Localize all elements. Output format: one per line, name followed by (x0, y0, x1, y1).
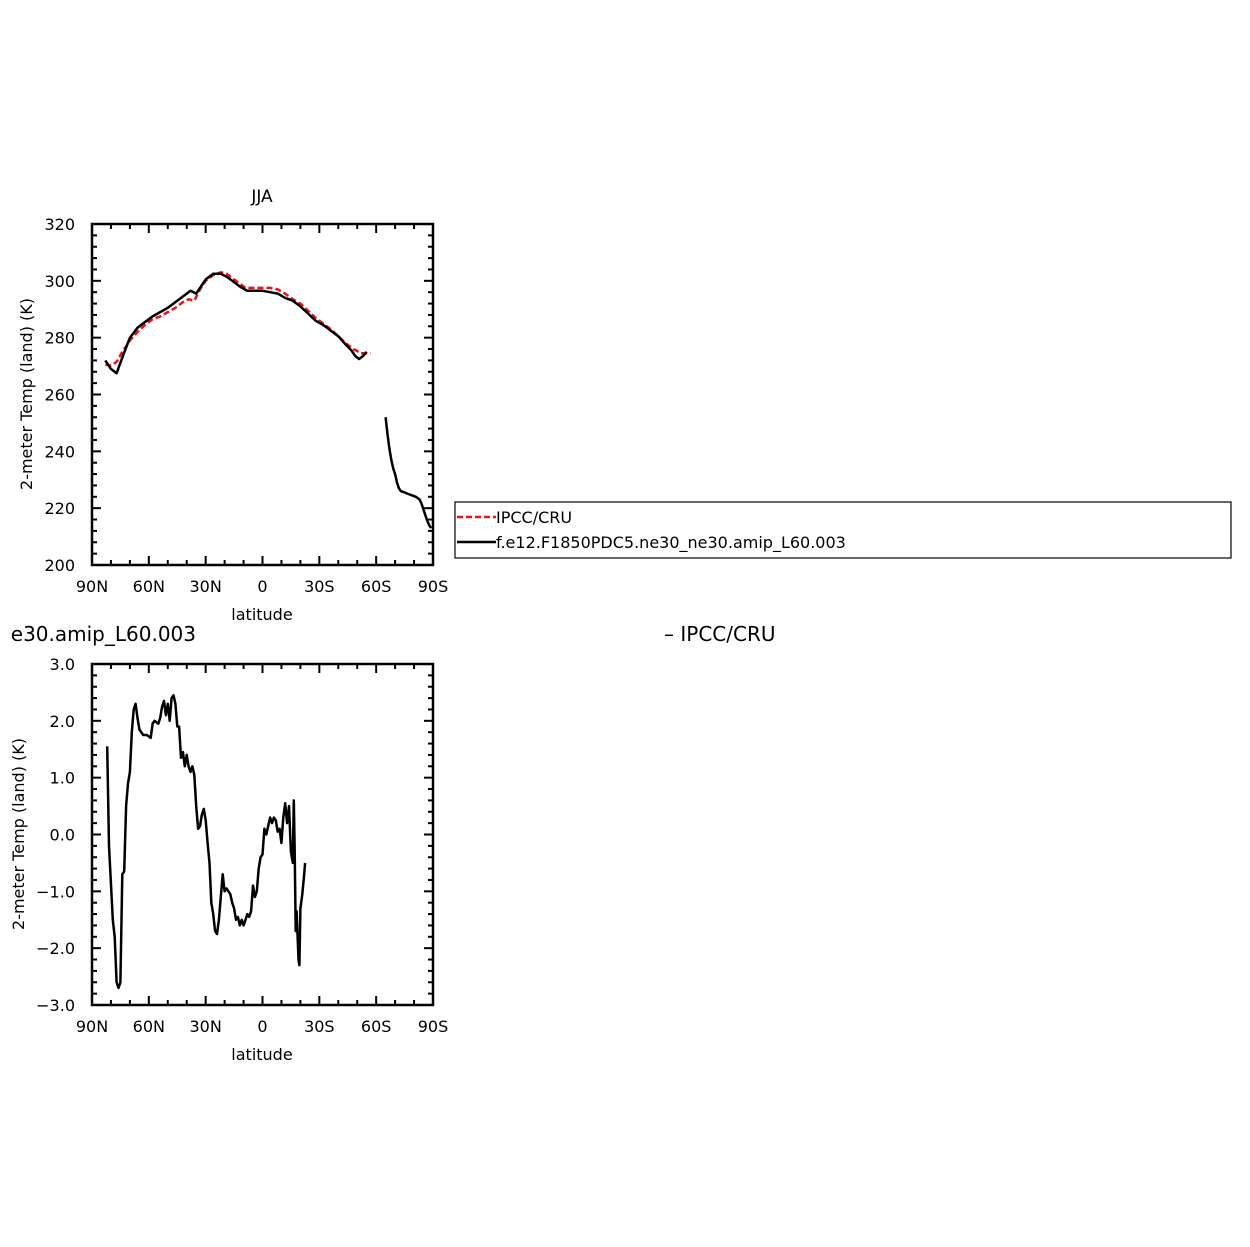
y-tick-label: 240 (44, 442, 75, 461)
bottom-panel-xlabel: latitude (231, 1045, 292, 1064)
x-tick-label: 30N (190, 577, 222, 596)
bottom-panel-title: e30.amip_L60.003 (11, 622, 196, 646)
x-tick-label: 90N (76, 577, 108, 596)
y-tick-label: 280 (44, 329, 75, 348)
top-panel: JJA latitude 2-meter Temp (land) (K) 90N… (17, 187, 448, 624)
bottom-panel-frame (90, 662, 435, 1007)
y-tick-label: 320 (44, 215, 75, 234)
top-panel-ylabel: 2-meter Temp (land) (K) (17, 298, 36, 490)
x-tick-label: 30N (190, 1017, 222, 1036)
y-tick-label: 2.0 (50, 712, 75, 731)
y-tick-label: −2.0 (36, 939, 75, 958)
y-tick-label: 300 (44, 272, 75, 291)
top-panel-series (104, 271, 433, 529)
x-tick-label: 90S (418, 577, 449, 596)
series-line-difference (105, 694, 307, 990)
y-tick-label: −3.0 (36, 996, 75, 1015)
x-tick-label: 90N (76, 1017, 108, 1036)
legend-box (454, 501, 1232, 559)
bottom-panel-ylabel: 2-meter Temp (land) (K) (9, 738, 28, 930)
x-tick-label: 60N (133, 577, 165, 596)
bottom-panel-series (105, 694, 307, 990)
y-tick-label: 3.0 (50, 655, 75, 674)
legend: IPCC/CRU f.e12.F1850PDC5.ne30_ne30.amip_… (454, 501, 1232, 559)
series-line-f-e12-f1850pdc5-ne30-ne30-amip-l60-003 (104, 272, 368, 375)
top-panel-title: JJA (250, 187, 273, 207)
x-tick-label: 0 (257, 1017, 267, 1036)
x-tick-label: 60N (133, 1017, 165, 1036)
x-tick-label: 60S (361, 577, 392, 596)
bottom-panel-ticks: 90N 60N 30N 0 30S 60S 90S 3.0 2.0 1.0 0.0 −1.0 −2.0 −… (36, 655, 448, 1036)
bottom-panel: e30.amip_L60.003 – IPCC/CRU latitude 2-m… (9, 622, 775, 1064)
x-tick-label: 60S (361, 1017, 392, 1036)
legend-label-model: f.e12.F1850PDC5.ne30_ne30.amip_L60.003 (496, 533, 846, 553)
top-panel-frame (90, 222, 435, 567)
legend-label-ipcc: IPCC/CRU (496, 508, 572, 527)
x-tick-label: 0 (257, 577, 267, 596)
x-tick-label: 90S (418, 1017, 449, 1036)
bottom-panel-title-right: – IPCC/CRU (664, 622, 775, 646)
series-line-f-e12-f1850pdc5-ne30-ne30-amip-l60-003-segment-2 (384, 417, 433, 529)
x-tick-label: 30S (304, 1017, 335, 1036)
x-tick-label: 30S (304, 577, 335, 596)
y-tick-label: 0.0 (50, 826, 75, 845)
y-tick-label: 260 (44, 386, 75, 405)
y-tick-label: 220 (44, 499, 75, 518)
y-tick-label: −1.0 (36, 882, 75, 901)
y-tick-label: 200 (44, 556, 75, 575)
top-panel-xlabel: latitude (231, 605, 292, 624)
y-tick-label: 1.0 (50, 769, 75, 788)
top-panel-ticks: 90N 60N 30N 0 30S 60S 90S 320 300 280 260 240 220 200 (44, 215, 448, 596)
